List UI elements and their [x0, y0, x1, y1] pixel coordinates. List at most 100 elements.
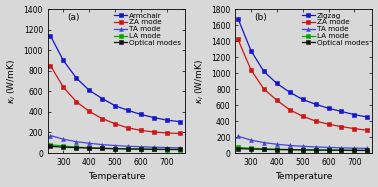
ZA mode	[365, 129, 370, 131]
TA mode	[262, 142, 266, 144]
LA mode	[326, 149, 331, 151]
LA mode	[48, 144, 53, 146]
ZA mode	[100, 117, 104, 120]
LA mode	[152, 148, 156, 151]
ZA mode	[164, 132, 169, 134]
Armchair	[113, 105, 117, 107]
TA mode	[352, 147, 356, 149]
TA mode	[126, 145, 130, 147]
Legend: Zigzag, ZA mode, TA mode, LA mode, Optical modes: Zigzag, ZA mode, TA mode, LA mode, Optic…	[300, 11, 370, 47]
Zigzag	[365, 116, 370, 118]
LA mode	[339, 149, 344, 151]
Zigzag	[274, 82, 279, 85]
LA mode	[274, 148, 279, 150]
LA mode	[139, 148, 143, 150]
Armchair	[74, 77, 79, 79]
LA mode	[262, 148, 266, 150]
LA mode	[100, 147, 104, 149]
ZA mode	[352, 128, 356, 130]
LA mode	[287, 148, 292, 151]
Optical modes	[365, 149, 370, 151]
TA mode	[339, 147, 344, 149]
LA mode	[113, 148, 117, 150]
Zigzag	[313, 103, 318, 105]
Line: Armchair: Armchair	[48, 34, 181, 124]
TA mode	[100, 143, 104, 146]
ZA mode	[113, 123, 117, 125]
Optical modes	[152, 148, 156, 150]
Armchair	[126, 109, 130, 111]
Optical modes	[326, 149, 331, 151]
Optical modes	[177, 148, 182, 151]
Optical modes	[249, 148, 253, 150]
TA mode	[74, 141, 79, 143]
Optical modes	[352, 149, 356, 151]
Zigzag	[326, 107, 331, 109]
TA mode	[87, 142, 91, 144]
ZA mode	[152, 131, 156, 133]
Y-axis label: $\kappa_l$ (W/mK): $\kappa_l$ (W/mK)	[193, 59, 206, 104]
ZA mode	[274, 99, 279, 101]
ZA mode	[236, 38, 240, 41]
Legend: Armchair, ZA mode, TA mode, LA mode, Optical modes: Armchair, ZA mode, TA mode, LA mode, Opt…	[113, 11, 183, 47]
Line: Optical modes: Optical modes	[236, 147, 369, 152]
Zigzag	[249, 50, 253, 52]
Optical modes	[126, 148, 130, 150]
TA mode	[301, 145, 305, 147]
Armchair	[61, 59, 66, 62]
Optical modes	[48, 145, 53, 148]
Armchair	[152, 117, 156, 119]
ZA mode	[48, 65, 53, 67]
Armchair	[100, 97, 104, 100]
LA mode	[164, 148, 169, 151]
ZA mode	[87, 110, 91, 113]
TA mode	[164, 146, 169, 149]
Line: TA mode: TA mode	[236, 134, 369, 150]
Armchair	[164, 119, 169, 121]
Optical modes	[74, 147, 79, 149]
Zigzag	[352, 114, 356, 116]
Line: TA mode: TA mode	[48, 134, 181, 150]
Optical modes	[100, 147, 104, 150]
ZA mode	[139, 129, 143, 131]
Line: Optical modes: Optical modes	[48, 144, 181, 151]
X-axis label: Temperature: Temperature	[275, 172, 333, 181]
Optical modes	[339, 149, 344, 151]
Optical modes	[313, 149, 318, 151]
Zigzag	[301, 98, 305, 101]
TA mode	[113, 144, 117, 147]
LA mode	[313, 149, 318, 151]
Line: ZA mode: ZA mode	[48, 64, 181, 135]
LA mode	[301, 149, 305, 151]
TA mode	[287, 144, 292, 147]
Optical modes	[113, 148, 117, 150]
ZA mode	[287, 109, 292, 111]
ZA mode	[339, 125, 344, 128]
LA mode	[352, 149, 356, 152]
LA mode	[61, 145, 66, 147]
LA mode	[365, 149, 370, 152]
TA mode	[274, 143, 279, 145]
LA mode	[74, 146, 79, 148]
Line: LA mode: LA mode	[236, 145, 369, 152]
TA mode	[326, 146, 331, 148]
ZA mode	[177, 132, 182, 135]
ZA mode	[326, 123, 331, 125]
TA mode	[48, 134, 53, 137]
Zigzag	[236, 18, 240, 20]
ZA mode	[301, 115, 305, 117]
LA mode	[126, 148, 130, 150]
LA mode	[177, 149, 182, 151]
Text: (a): (a)	[67, 13, 79, 22]
Zigzag	[287, 91, 292, 93]
Line: ZA mode: ZA mode	[236, 38, 369, 132]
Line: LA mode: LA mode	[48, 143, 181, 152]
Armchair	[87, 89, 91, 91]
Optical modes	[139, 148, 143, 150]
X-axis label: Temperature: Temperature	[88, 172, 145, 181]
ZA mode	[249, 69, 253, 71]
TA mode	[139, 146, 143, 148]
ZA mode	[262, 88, 266, 90]
Optical modes	[262, 148, 266, 151]
Optical modes	[164, 148, 169, 151]
